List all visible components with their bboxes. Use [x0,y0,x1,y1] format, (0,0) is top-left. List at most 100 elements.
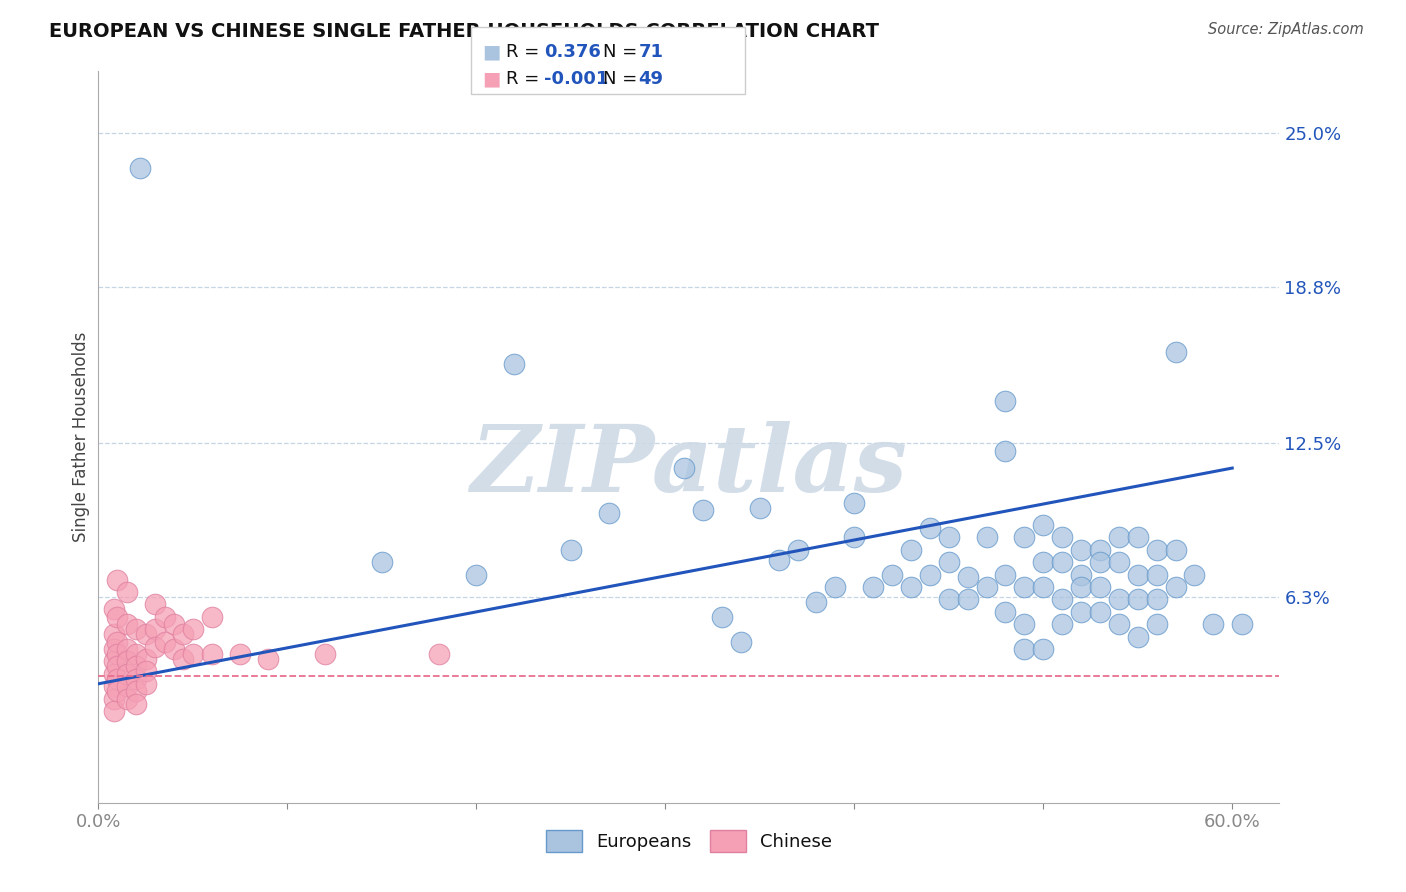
Point [125,659,148,673]
Point [125,647,148,661]
Point [105,634,128,648]
Point [1032,555,1054,569]
Point [103,642,125,657]
Point [105,610,128,624]
Point [976,580,998,594]
Point [1014,580,1036,594]
Point [730,634,752,648]
Point [163,617,186,632]
Point [1230,617,1253,632]
Point [1014,617,1036,632]
Text: R =: R = [506,70,546,87]
Point [1088,605,1111,619]
Point [1126,567,1149,582]
Point [115,666,138,681]
Point [1088,542,1111,557]
Point [135,627,157,641]
Text: N =: N = [603,43,643,61]
Point [105,659,128,673]
Text: N =: N = [603,70,643,87]
Text: 0.376: 0.376 [544,43,600,61]
Point [115,655,138,669]
Point [1108,592,1130,607]
Point [880,567,903,582]
Point [115,585,138,599]
Point [172,652,194,666]
Point [1108,555,1130,569]
Point [125,697,148,711]
Point [143,622,166,636]
Point [1164,344,1187,359]
Point [1050,617,1073,632]
Point [181,622,204,636]
Text: -0.001: -0.001 [544,70,609,87]
Point [503,357,526,371]
Point [994,443,1017,458]
Point [768,553,790,567]
Point [598,506,620,520]
Point [103,704,125,718]
Point [1032,518,1054,533]
Point [1146,592,1168,607]
Point [1050,555,1073,569]
Point [938,592,960,607]
Y-axis label: Single Father Households: Single Father Households [72,332,90,542]
Point [1146,617,1168,632]
Point [1088,555,1111,569]
Point [1126,592,1149,607]
Point [1126,630,1149,644]
Point [229,647,252,661]
Text: ZIPatlas: ZIPatlas [471,421,907,511]
Point [918,567,941,582]
Point [994,567,1017,582]
Point [153,610,176,624]
Point [163,642,186,657]
Point [844,531,866,545]
Point [103,679,125,693]
Text: Source: ZipAtlas.com: Source: ZipAtlas.com [1208,22,1364,37]
Point [1032,642,1054,657]
Point [1164,580,1187,594]
Point [115,691,138,706]
Point [103,691,125,706]
Point [1146,542,1168,557]
Point [1032,580,1054,594]
Point [956,592,979,607]
Point [956,570,979,584]
Point [125,684,148,698]
Point [465,567,488,582]
Point [129,161,152,175]
Point [748,500,770,515]
Point [103,655,125,669]
Point [711,610,734,624]
Point [862,580,884,594]
Point [153,634,176,648]
Point [135,665,157,679]
Point [900,580,922,594]
Point [135,652,157,666]
Point [1126,531,1149,545]
Point [181,647,204,661]
Point [938,555,960,569]
Point [1070,580,1092,594]
Point [918,520,941,534]
Point [1070,605,1092,619]
Point [1070,567,1092,582]
Point [103,627,125,641]
Point [125,672,148,686]
Point [1108,531,1130,545]
Point [314,647,336,661]
Point [135,677,157,691]
Point [824,580,846,594]
Point [115,679,138,693]
Point [692,503,714,517]
Point [1108,617,1130,632]
Point [994,394,1017,409]
Point [371,555,394,569]
Point [143,640,166,654]
Point [125,622,148,636]
Point [938,531,960,545]
Point [115,642,138,657]
Point [105,647,128,661]
Text: 49: 49 [638,70,664,87]
